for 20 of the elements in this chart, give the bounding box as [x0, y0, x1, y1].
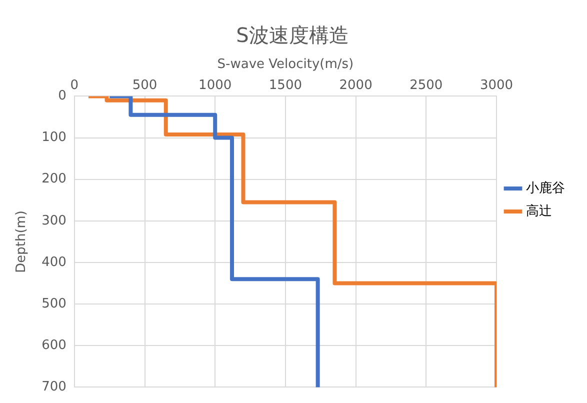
y-tick-label: 400: [42, 254, 66, 270]
legend-label: 高辻: [526, 202, 552, 219]
x-tick-label: 500: [132, 78, 158, 93]
x-tick-label: 1500: [268, 78, 302, 93]
x-tick-label: 2500: [410, 78, 443, 93]
x-tick-label: 2000: [339, 78, 372, 93]
x-tick-label: 3000: [480, 78, 514, 93]
y-tick-label: 0: [58, 88, 66, 104]
x-axis-title: S-wave Velocity(m/s): [217, 57, 354, 72]
x-tick-label: 1000: [198, 78, 232, 93]
y-tick-label: 600: [42, 338, 66, 354]
x-tick-label: 0: [70, 78, 79, 93]
y-tick-label: 300: [42, 213, 66, 228]
y-tick-label: 100: [42, 130, 66, 146]
legend-label: 小鹿谷: [526, 180, 565, 196]
chart-title: S波速度構造: [236, 23, 349, 48]
y-axis-title: Depth(m): [14, 210, 30, 273]
y-tick-label: 200: [42, 172, 66, 187]
y-tick-label: 700: [42, 380, 66, 395]
y-tick-label: 500: [42, 296, 66, 312]
